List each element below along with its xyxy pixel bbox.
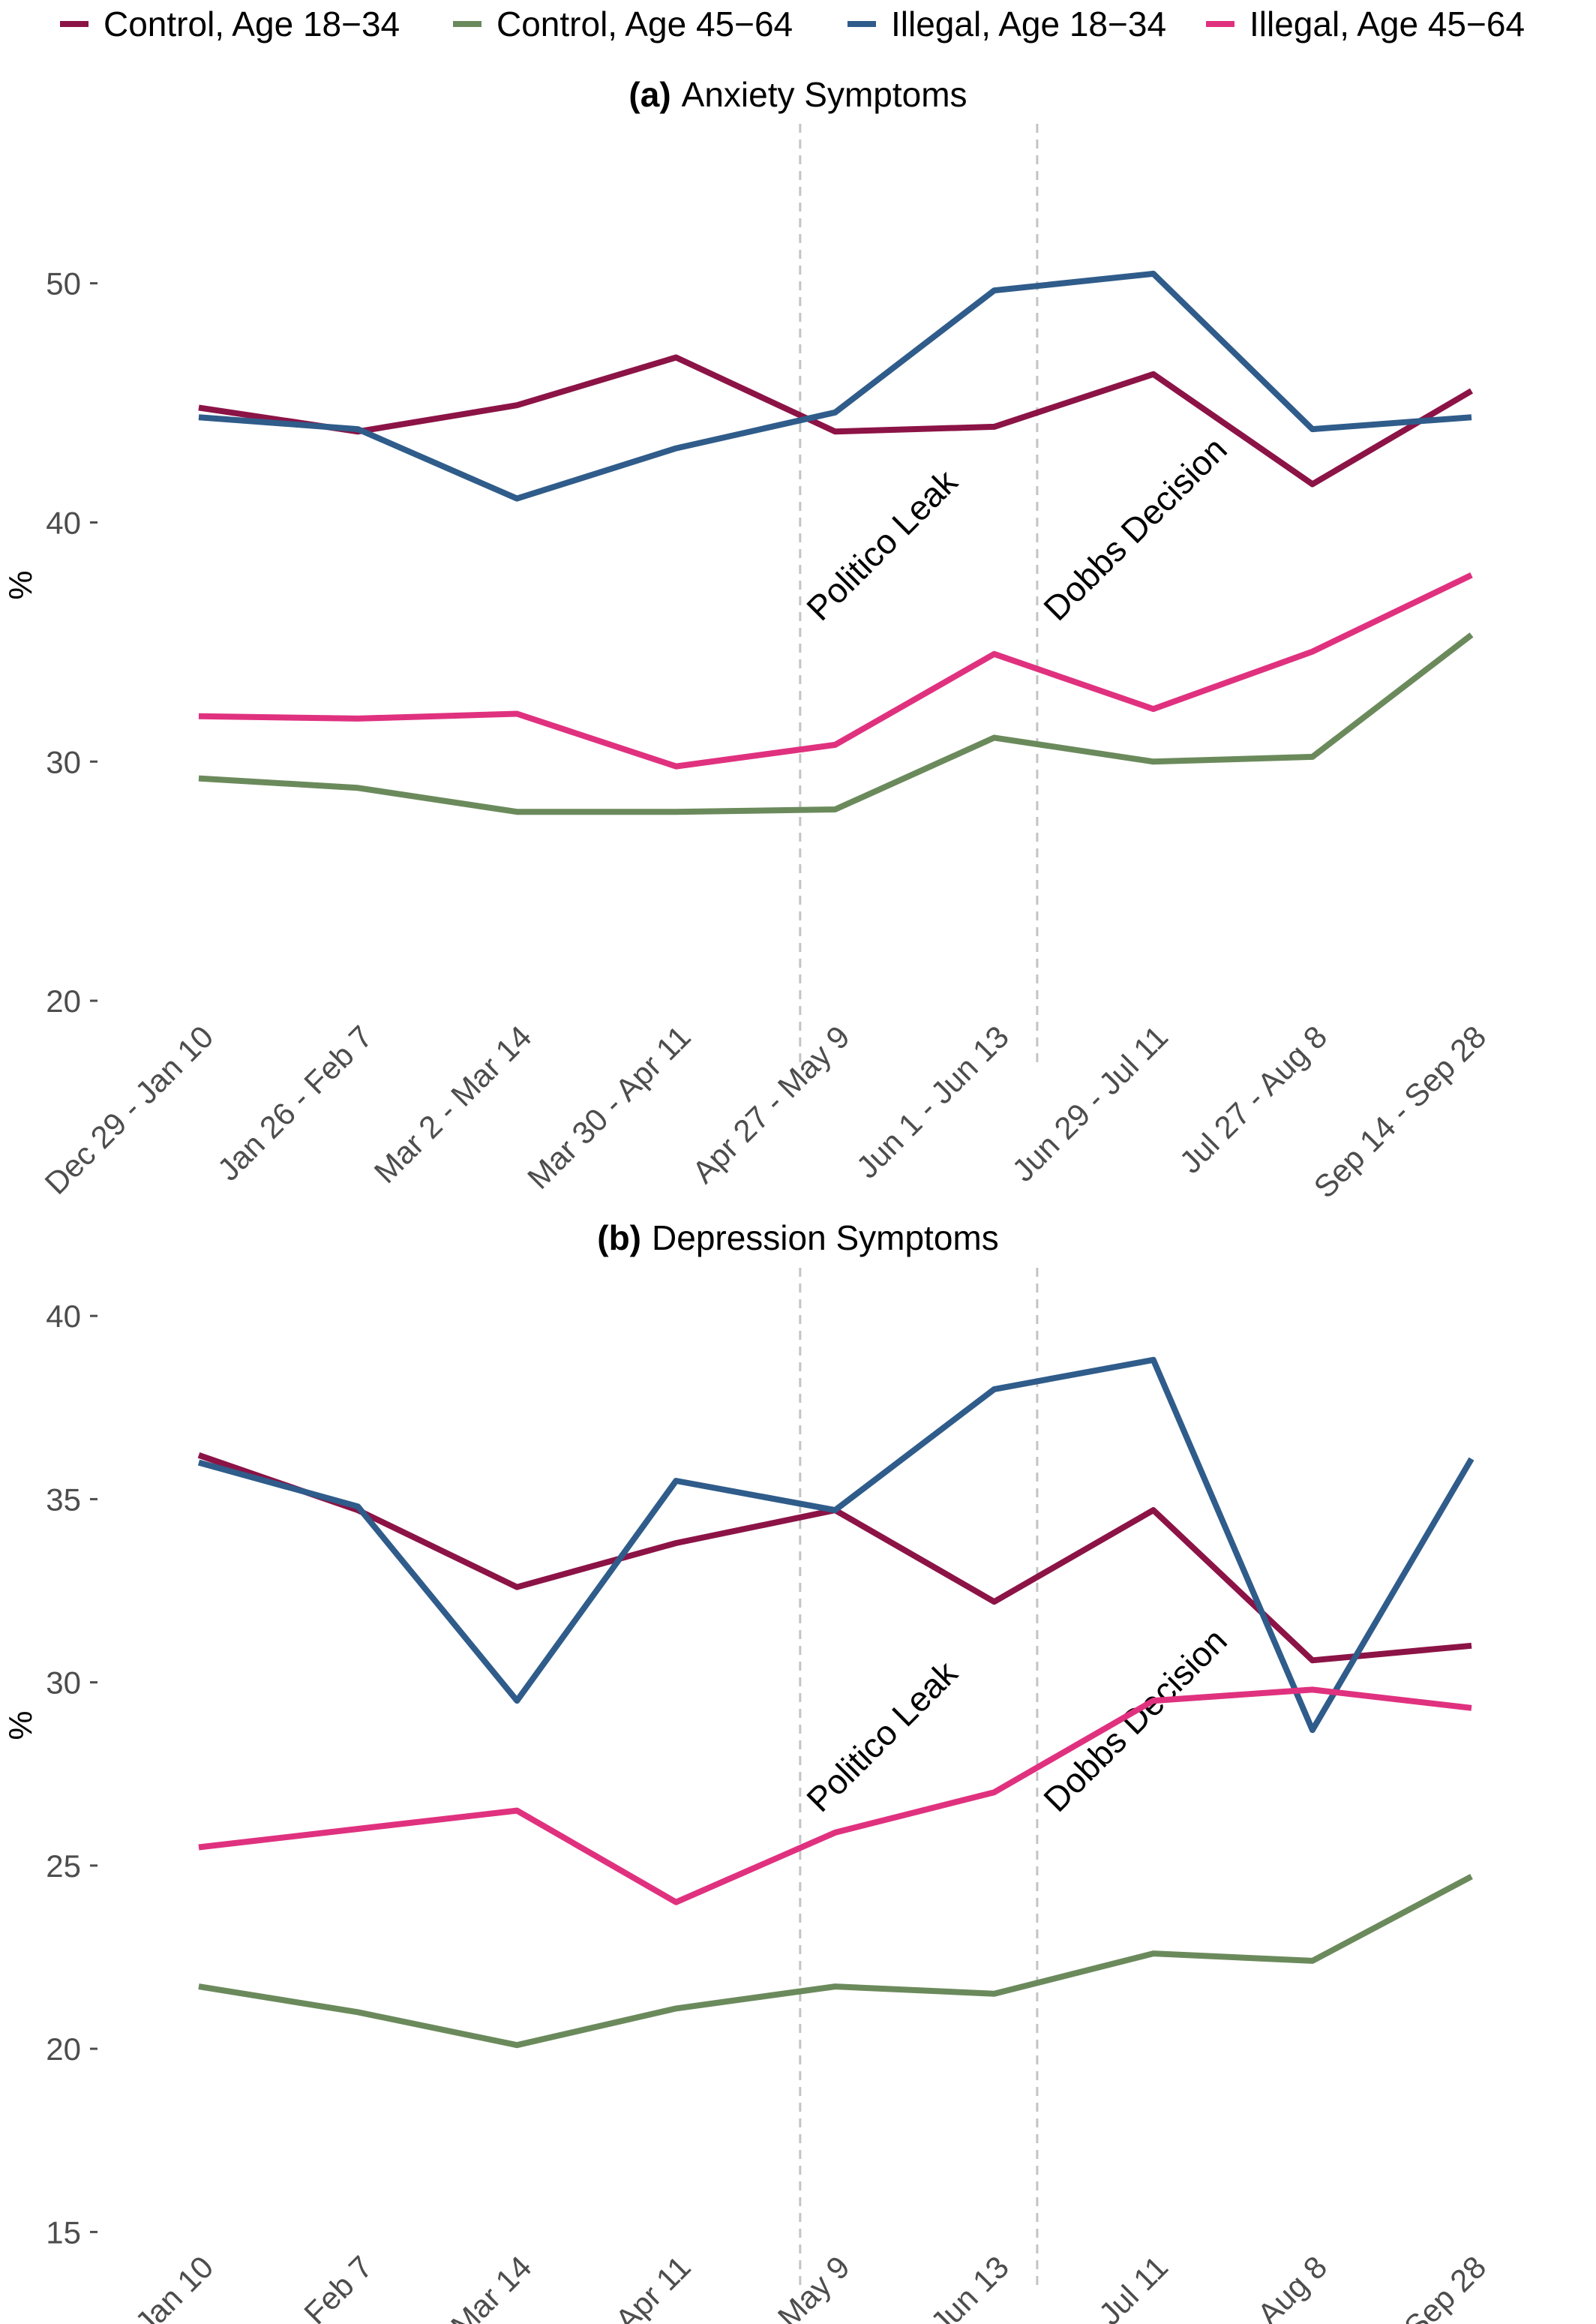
y-tick-label: 40 — [46, 505, 81, 540]
legend-label-control-age-45-64: Control, Age 45−64 — [496, 5, 793, 44]
panel-title: (a) Anxiety Symptoms — [628, 75, 967, 114]
y-axis-label: % — [2, 570, 39, 599]
panel-letter: (a) — [628, 75, 670, 114]
y-axis-label: % — [2, 1710, 39, 1740]
series-line-illegal-age-45-64 — [198, 572, 1473, 770]
series-line-illegal-age-45-64 — [198, 1686, 1472, 1905]
legend: Control, Age 18−34 Control, Age 45−64 Ille… — [60, 5, 1525, 44]
legend-label-control-age-18-34: Control, Age 18−34 — [104, 5, 400, 44]
series-line-control-age-18-34 — [198, 354, 1474, 488]
series-line-control-age-45-64 — [198, 632, 1474, 815]
series-line-control-age-45-64 — [198, 1873, 1473, 2049]
y-tick-label: 20 — [46, 983, 81, 1019]
panel-title: (b) Depression Symptoms — [597, 1218, 998, 1257]
panel-title-text: Depression Symptoms — [652, 1218, 999, 1257]
series-line-illegal-age-18-34 — [198, 270, 1472, 502]
y-tick-label: 30 — [46, 744, 81, 779]
panel-letter: (b) — [597, 1218, 641, 1257]
y-tick-label: 35 — [46, 1482, 81, 1517]
y-tick-label: 50 — [46, 266, 81, 302]
y-tick-label: 15 — [46, 2214, 81, 2250]
legend-label-illegal-age-18-34: Illegal, Age 18−34 — [891, 5, 1166, 44]
series-line-illegal-age-18-34 — [197, 1356, 1474, 1734]
y-tick-label: 30 — [46, 1665, 81, 1701]
y-tick-label: 25 — [46, 1848, 81, 1884]
panel-title-text: Anxiety Symptoms — [682, 75, 968, 114]
y-tick-label: 20 — [46, 2031, 81, 2067]
y-tick-label: 40 — [46, 1299, 81, 1334]
legend-label-illegal-age-45-64: Illegal, Age 45−64 — [1250, 5, 1525, 44]
